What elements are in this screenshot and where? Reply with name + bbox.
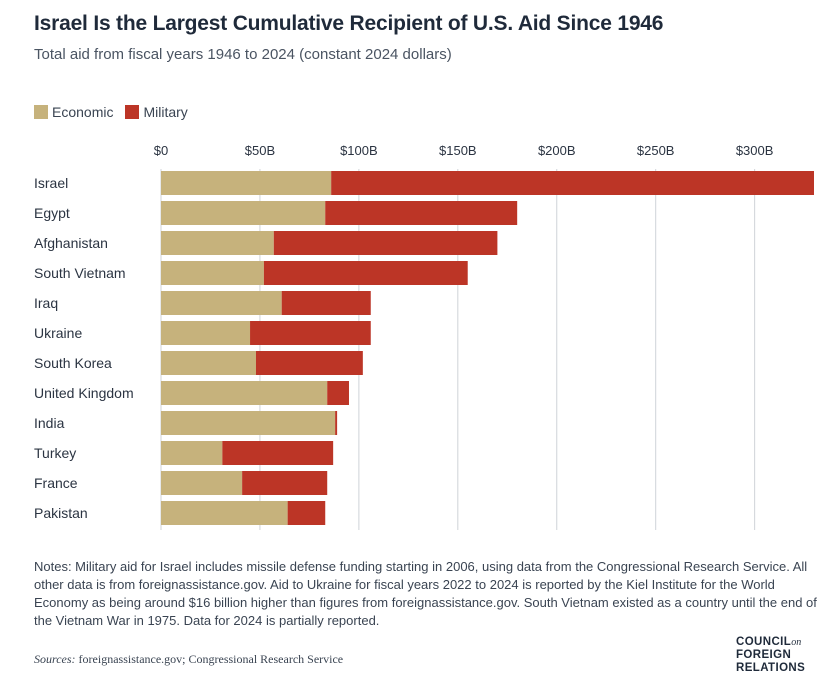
- category-label: South Korea: [34, 355, 112, 371]
- logo-on: on: [791, 637, 802, 648]
- bar-economic: [161, 291, 282, 315]
- legend-swatch-military: [125, 105, 140, 119]
- legend-item-military: Military: [125, 104, 188, 120]
- bar-military: [325, 201, 518, 225]
- bar-economic: [161, 411, 336, 435]
- x-tick-label: $50B: [245, 143, 275, 158]
- bar-economic: [161, 321, 251, 345]
- category-label: Iraq: [34, 295, 58, 311]
- legend-item-economic: Economic: [34, 104, 113, 120]
- bar-economic: [161, 501, 288, 525]
- logo-line-2: FOREIGN: [736, 649, 792, 661]
- logo-line-3: RELATIONS: [736, 662, 806, 674]
- bar-military: [263, 261, 468, 285]
- chart-subtitle: Total aid from fiscal years 1946 to 2024…: [34, 46, 452, 63]
- category-label: United Kingdom: [34, 385, 134, 401]
- bar-economic: [161, 231, 274, 255]
- x-tick-label: $100B: [340, 143, 378, 158]
- category-label: Israel: [34, 175, 68, 191]
- sources-label: Sources:: [34, 652, 76, 666]
- chart-notes: Notes: Military aid for Israel includes …: [34, 559, 817, 628]
- x-tick-label: $0: [154, 143, 168, 158]
- category-label: Egypt: [34, 205, 70, 221]
- category-label: Pakistan: [34, 505, 88, 521]
- bar-economic: [161, 381, 328, 405]
- chart-title: Israel Is the Largest Cumulative Recipie…: [34, 12, 664, 35]
- chart-sources: Sources: foreignassistance.gov; Congress…: [34, 652, 343, 667]
- x-tick-label: $150B: [439, 143, 477, 158]
- x-tick-label: $300B: [736, 143, 774, 158]
- x-tick-label: $250B: [637, 143, 675, 158]
- bar-economic: [161, 261, 264, 285]
- bar-military: [242, 471, 328, 495]
- bar-military: [250, 321, 371, 345]
- bar-military: [255, 351, 363, 375]
- bar-military: [273, 231, 498, 255]
- legend-label-economic: Economic: [52, 104, 114, 120]
- bar-military: [222, 441, 334, 465]
- legend-label-military: Military: [143, 104, 188, 120]
- bar-military: [327, 381, 349, 405]
- cfr-logo: COUNCILon FOREIGN RELATIONS: [736, 636, 816, 675]
- category-label: South Vietnam: [34, 265, 126, 281]
- category-label: India: [34, 415, 65, 431]
- legend-swatch-economic: [34, 105, 48, 119]
- category-label: Turkey: [34, 445, 76, 461]
- bar-military: [331, 171, 814, 195]
- logo-line-1: COUNCIL: [736, 636, 792, 648]
- bar-military: [287, 501, 326, 525]
- bar-economic: [161, 471, 243, 495]
- bar-economic: [161, 441, 223, 465]
- sources-text: foreignassistance.gov; Congressional Res…: [78, 652, 344, 666]
- bar-economic: [161, 171, 332, 195]
- chart-legend: Economic Military: [34, 104, 200, 120]
- category-label: Ukraine: [34, 325, 82, 341]
- x-tick-label: $200B: [538, 143, 576, 158]
- bar-military: [281, 291, 371, 315]
- bar-chart: $0 $50B $100B $150B $200B $250B $300B Israel Egy…: [34, 143, 814, 530]
- bar-military: [335, 411, 338, 435]
- category-label: Afghanistan: [34, 235, 108, 251]
- bar-economic: [161, 351, 256, 375]
- category-label: France: [34, 475, 78, 491]
- bar-economic: [161, 201, 326, 225]
